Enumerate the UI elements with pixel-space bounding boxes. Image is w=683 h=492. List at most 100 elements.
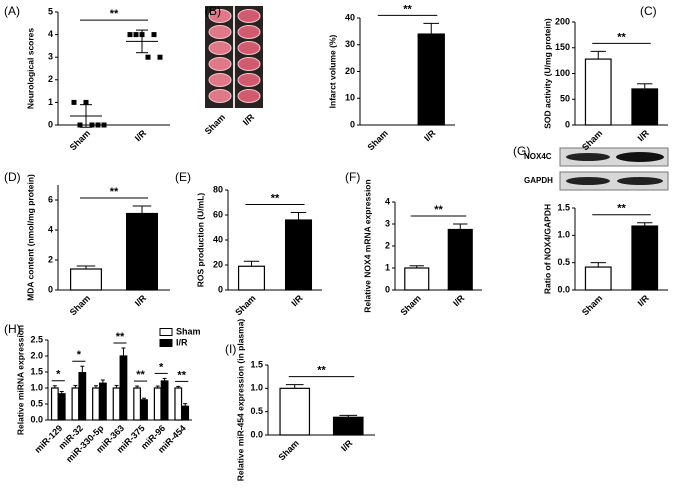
bar <box>69 268 102 291</box>
y-tick-label: 0 <box>350 119 355 129</box>
x-tick-label: I/R <box>451 293 467 309</box>
x-tick-label: miR-129 <box>33 423 65 455</box>
data-point <box>133 32 139 38</box>
panel-label: (E) <box>175 170 191 184</box>
y-tick-label: 100 <box>555 68 570 78</box>
y-tick-label: 4 <box>48 29 53 39</box>
y-tick-label: 0 <box>48 284 53 294</box>
brain-slice <box>208 25 232 39</box>
y-tick-label: 0.5 <box>557 257 570 267</box>
image-label: I/R <box>241 112 257 128</box>
y-tick-label: 0 <box>565 119 570 129</box>
x-tick-label: Sham <box>68 128 92 152</box>
y-tick-label: 0.0 <box>250 429 263 439</box>
brain-slice <box>208 57 232 71</box>
y-tick-label: 1.5 <box>250 359 263 369</box>
significance: ** <box>617 203 626 215</box>
y-tick-label: 20 <box>345 66 355 76</box>
blot-band <box>617 177 663 185</box>
y-tick-label: 0 <box>48 119 53 129</box>
data-point <box>101 122 107 128</box>
y-tick-label: 1.0 <box>250 383 263 393</box>
y-tick-label: 1.5 <box>557 202 570 212</box>
y-tick-label: 0.5 <box>30 398 43 408</box>
bar <box>181 405 190 421</box>
data-point <box>145 54 151 60</box>
x-tick-label: Sham <box>365 128 389 152</box>
blot-band <box>566 153 610 161</box>
y-tick-label: 40 <box>345 12 355 22</box>
brain-slices <box>208 9 261 103</box>
x-tick-label: I/R <box>133 128 149 144</box>
y-tick-label: 80 <box>213 184 223 194</box>
significance: ** <box>116 331 125 343</box>
y-tick-label: 1.0 <box>30 382 43 392</box>
y-axis-title: Relative NOX4 mRNA expression <box>362 179 372 312</box>
brain-slice <box>208 89 232 103</box>
bar <box>174 387 183 421</box>
significance: ** <box>110 8 119 20</box>
y-tick-label: 2.5 <box>30 334 43 344</box>
data-point <box>151 32 157 38</box>
significance: ** <box>617 31 626 43</box>
bar <box>584 58 612 126</box>
x-tick-label: Sham <box>398 293 422 317</box>
x-tick-label: Sham <box>68 293 92 317</box>
legend-swatch <box>159 339 173 347</box>
y-tick-label: 40 <box>213 234 223 244</box>
bar <box>631 88 659 126</box>
image-label: Sham <box>203 112 227 136</box>
bar <box>153 387 162 421</box>
y-tick-label: 60 <box>213 209 223 219</box>
y-tick-label: 6 <box>48 194 53 204</box>
brain-slice <box>237 25 261 39</box>
y-axis-title: Neurological scores <box>25 28 35 110</box>
y-tick-label: 3 <box>385 218 390 228</box>
bar <box>112 387 121 421</box>
bar <box>92 387 100 421</box>
bar <box>284 219 313 291</box>
x-tick-label: I/R <box>289 293 305 309</box>
y-tick-label: 0.0 <box>557 284 570 294</box>
legend-swatch <box>159 328 173 336</box>
significance: * <box>77 349 82 361</box>
x-tick-label: Sham <box>233 293 257 317</box>
y-axis-title: Relative miR-454 expression (in plasma) <box>235 319 245 482</box>
significance: ** <box>434 204 443 216</box>
y-tick-label: 200 <box>555 16 570 26</box>
y-axis-title: MDA content (nmol/mg protein) <box>25 174 35 301</box>
x-tick-label: I/R <box>339 438 355 454</box>
y-tick-label: 50 <box>560 94 570 104</box>
bar <box>417 33 445 126</box>
panel-label: (C) <box>640 4 657 18</box>
significance: * <box>159 361 164 373</box>
bar <box>140 399 148 421</box>
y-tick-label: 4 <box>48 224 53 234</box>
panel-label: (G) <box>513 144 530 158</box>
y-tick-label: 150 <box>555 42 570 52</box>
y-axis-title: Relative miRNA expression <box>15 325 25 435</box>
bar <box>133 387 142 421</box>
y-tick-label: 3 <box>48 52 53 62</box>
y-tick-label: 1 <box>385 262 390 272</box>
significance: ** <box>177 369 186 381</box>
panel-label: (D) <box>4 170 21 184</box>
x-tick-label: I/R <box>422 128 438 144</box>
bar <box>78 372 87 421</box>
y-tick-label: 2.0 <box>30 350 43 360</box>
x-tick-label: I/R <box>636 128 652 144</box>
data-point <box>71 99 77 105</box>
y-axis-title: Infarct volume (%) <box>327 34 337 108</box>
y-tick-label: 0.0 <box>30 414 43 424</box>
data-point <box>89 122 95 128</box>
y-axis-title: SOD activity (U/mg protein) <box>542 18 552 129</box>
y-tick-label: 0 <box>218 284 223 294</box>
brain-slice <box>237 89 261 103</box>
y-tick-label: 2 <box>385 240 390 250</box>
data-point <box>95 122 101 128</box>
x-tick-label: Sham <box>580 293 604 317</box>
y-tick-label: 20 <box>213 259 223 269</box>
bar <box>584 266 612 291</box>
brain-slice <box>237 9 261 23</box>
